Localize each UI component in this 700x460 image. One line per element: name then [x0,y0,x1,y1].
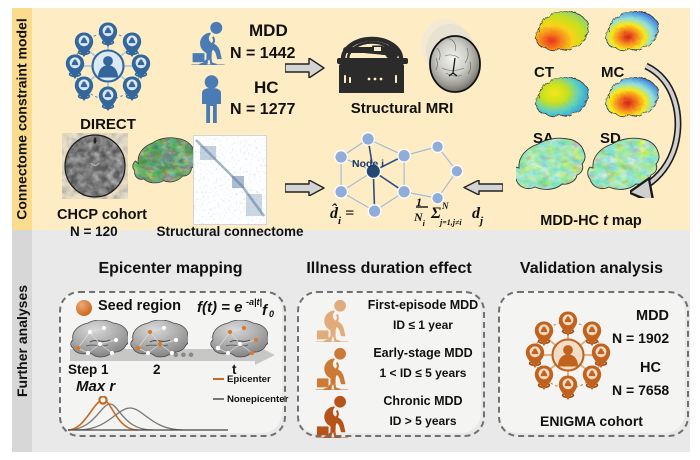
svg-text:Node i: Node i [352,158,384,170]
svg-text:1: 1 [416,198,422,209]
svg-text:Ni: Ni [413,210,426,228]
svg-text:dj: dj [472,205,484,227]
svg-text:j=1,j≠i: j=1,j≠i [438,218,462,227]
svg-text:N: N [441,201,449,211]
svg-text:d̂i =: d̂i = [330,203,354,227]
